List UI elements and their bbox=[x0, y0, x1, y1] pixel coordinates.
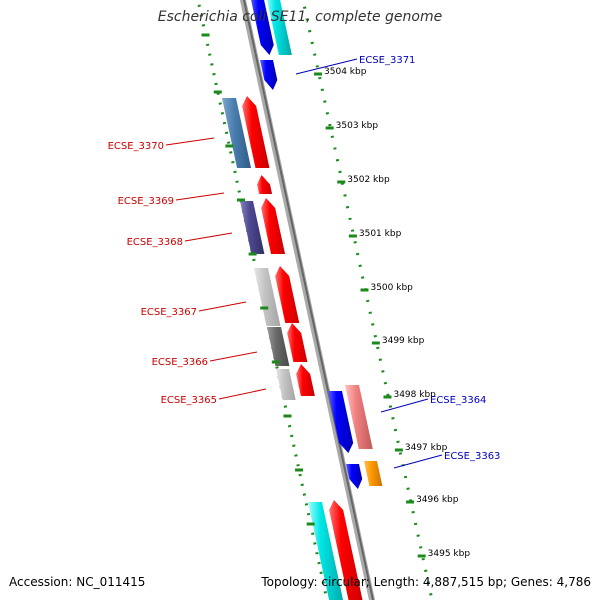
kbp-tick-label: 3497 kbp bbox=[405, 443, 448, 453]
cds-block bbox=[308, 502, 344, 600]
gene-label-left: ECSE_3366 bbox=[152, 357, 208, 368]
genome-backbone bbox=[239, 0, 376, 600]
cds-arrow-forward bbox=[251, 0, 274, 55]
gene-label-right: ECSE_3364 bbox=[430, 395, 486, 406]
cds-block bbox=[364, 461, 383, 486]
cds-arrow-reverse bbox=[261, 198, 286, 254]
kbp-tick-label: 3500 kbp bbox=[370, 283, 413, 293]
gene-label-left: ECSE_3370 bbox=[108, 141, 164, 152]
kbp-tick-label: 3502 kbp bbox=[347, 175, 390, 185]
cds-block bbox=[222, 98, 252, 168]
label-leader-line bbox=[393, 454, 443, 469]
label-leader-line bbox=[380, 398, 429, 413]
gene-label-left: ECSE_3368 bbox=[127, 237, 183, 248]
label-leader-line bbox=[198, 301, 247, 312]
kbp-tick-label: 3503 kbp bbox=[336, 121, 379, 131]
label-leader-line bbox=[165, 137, 215, 146]
cds-block bbox=[240, 201, 265, 254]
kbp-tick-label: 3495 kbp bbox=[428, 549, 471, 559]
accession-text: Accession: NC_011415 bbox=[9, 575, 146, 589]
kbp-tick-label: 3499 kbp bbox=[382, 336, 425, 346]
kbp-tick-label: 3496 kbp bbox=[416, 495, 459, 505]
gene-label-left: ECSE_3369 bbox=[118, 196, 174, 207]
cds-arrow-forward bbox=[346, 464, 363, 489]
cds-arrow-reverse bbox=[329, 500, 363, 600]
label-leader-line bbox=[209, 351, 258, 362]
cds-arrow-forward bbox=[328, 391, 354, 453]
label-leader-line bbox=[218, 388, 267, 400]
gene-labels: ECSE_3370 ECSE_3369 ECSE_3368 ECSE_3367 ECSE… bbox=[108, 55, 500, 469]
cds-arrow-reverse bbox=[257, 175, 273, 194]
kbp-tick-label: 3501 kbp bbox=[359, 229, 402, 239]
gene-label-left: ECSE_3365 bbox=[161, 395, 217, 406]
cds-block bbox=[345, 385, 373, 449]
backbone-edge bbox=[242, 0, 375, 600]
genome-summary-text: Topology: circular; Length: 4,887,515 bp… bbox=[261, 575, 591, 589]
kbp-scale: 3504 kbp 3503 kbp 3502 kbp 3501 kbp 3500 kbp… bbox=[201, 33, 471, 559]
cds-block bbox=[267, 0, 292, 55]
kbp-tick-label: 3504 kbp bbox=[324, 67, 367, 77]
gene-label-left: ECSE_3367 bbox=[141, 307, 197, 318]
feature-tracks bbox=[222, 0, 383, 600]
gene-label-right: ECSE_3363 bbox=[444, 451, 500, 462]
label-leader-line bbox=[175, 192, 225, 201]
map-title: Escherichia coli SE11, complete genome bbox=[157, 9, 443, 25]
label-leader-line bbox=[295, 58, 358, 75]
cds-arrow-reverse bbox=[287, 323, 308, 362]
gene-label-right: ECSE_3371 bbox=[359, 55, 415, 66]
cds-arrow-forward bbox=[260, 60, 278, 90]
cds-arrow-reverse bbox=[275, 266, 300, 323]
cds-arrow-reverse bbox=[242, 96, 270, 168]
label-leader-line bbox=[184, 232, 233, 242]
cds-block bbox=[267, 327, 290, 366]
cds-block bbox=[276, 369, 296, 400]
kbp-tick-label: 3498 kbp bbox=[393, 390, 436, 400]
cds-block bbox=[254, 268, 281, 326]
cds-arrow-reverse bbox=[296, 364, 315, 396]
